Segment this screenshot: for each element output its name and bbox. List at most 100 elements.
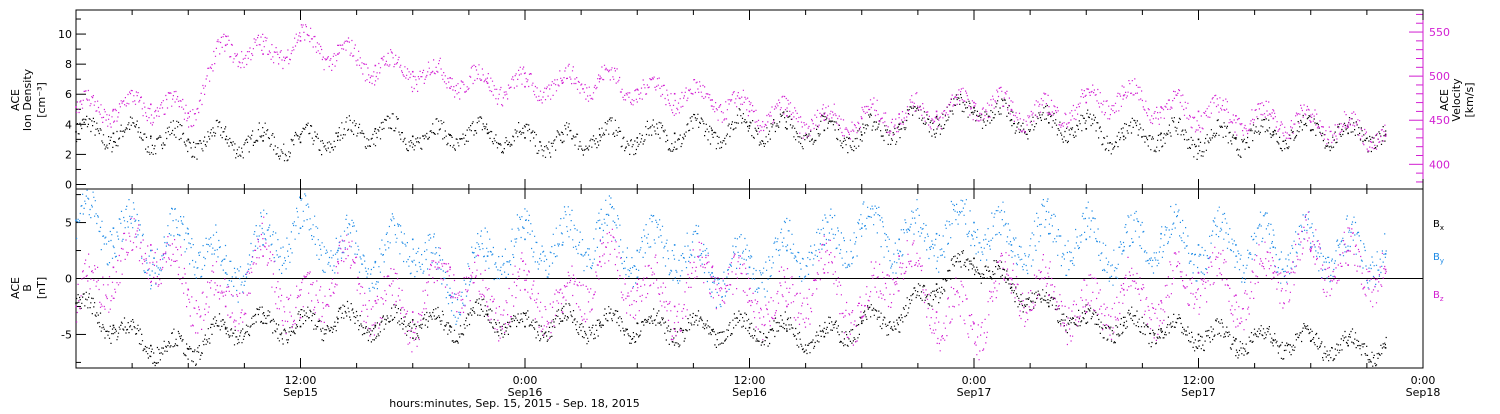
ion-density-series-point: [75, 131, 77, 133]
ion-density-series-point: [748, 125, 751, 127]
ion-density-series: [75, 93, 1387, 162]
bx-series-point: [1384, 347, 1387, 349]
velocity-series-point: [112, 108, 115, 111]
bx-series-point: [823, 335, 826, 338]
by-series-point: [1122, 249, 1125, 252]
by-series-point: [1085, 238, 1088, 241]
by-series-point: [337, 249, 339, 252]
panel1-ytick-label: 2: [65, 148, 72, 161]
velocity-series-point: [75, 106, 77, 108]
velocity-series-point: [224, 44, 227, 47]
ion-density-series-point: [1010, 119, 1013, 121]
bx-series-point: [1085, 322, 1088, 325]
bz-series-point: [1272, 272, 1275, 274]
panel2-ticks: -5 0 5: [61, 194, 86, 363]
by-series-point: [823, 244, 826, 246]
by-series-point: [973, 221, 975, 224]
velocity-series-point: [187, 112, 190, 114]
bx-series-point: [224, 328, 227, 330]
by-series-point: [561, 244, 564, 246]
by-series-point: [486, 255, 489, 257]
by-series-point: [860, 227, 863, 229]
by-series-point: [150, 249, 152, 252]
bx-series-point: [1309, 340, 1312, 342]
velocity-series-point: [1272, 117, 1275, 120]
panel1-ylabel-right-line3: [km/s]: [1463, 82, 1476, 117]
velocity-series-point: [374, 64, 377, 67]
by-series-point: [1384, 253, 1387, 255]
by-series-point: [1272, 246, 1275, 248]
bz-series-samples: [76, 211, 1387, 361]
bz-series-point: [1122, 288, 1125, 291]
ion-density-series-point: [411, 135, 414, 138]
legend-item-Bz: Bz: [1433, 290, 1444, 303]
bz-series-point: [973, 322, 975, 325]
velocity-series-point: [599, 77, 601, 80]
panel2-ytick-label: -5: [61, 328, 72, 341]
bx-series-point: [486, 313, 489, 316]
x-tick-label-day: Sep18: [1406, 386, 1441, 399]
velocity-series-point: [898, 113, 900, 115]
velocity-series-point: [524, 85, 526, 88]
panel2-ylabel-line2: B: [21, 284, 34, 292]
bx-series-point: [150, 344, 152, 347]
panel2-ylabel-line3: [nT]: [35, 277, 48, 299]
bz-series-point: [449, 266, 451, 269]
bx-series-point: [524, 325, 526, 328]
ion-density-series-point: [561, 141, 564, 144]
ion-density-series-point: [486, 132, 489, 135]
ion-density-series-point: [1272, 131, 1275, 133]
bx-series-point: [898, 316, 900, 319]
bz-series-point: [599, 260, 601, 263]
panel2-ylabel-line1: ACE: [9, 277, 22, 299]
velocity-series-point: [1085, 101, 1088, 104]
ion-density-series-point: [1347, 132, 1349, 135]
by-series-point: [1010, 244, 1013, 246]
bz-series-point: [711, 266, 713, 269]
bx-series-point: [1160, 328, 1162, 330]
legend-item-Bx: Bx: [1433, 219, 1444, 232]
velocity-series-point: [1122, 94, 1125, 97]
ion-density-series-point: [262, 140, 264, 142]
by-series: [75, 189, 1387, 325]
bz-series-point: [524, 288, 526, 291]
velocity-series-point: [299, 40, 302, 42]
x-tick-label-day: Sep16: [732, 386, 767, 399]
panel1-ylabel-line3: [cm⁻³]: [35, 82, 48, 118]
by-series-point: [748, 266, 751, 269]
panel1-ytick-label: 0: [65, 178, 72, 191]
bx-series-point: [786, 330, 788, 332]
panel1-frame: [75, 9, 1424, 190]
velocity-series-samples: [76, 24, 1387, 152]
by-series-point: [112, 227, 115, 229]
ion-density-series-point: [1197, 138, 1200, 141]
velocity-series-point: [150, 103, 152, 106]
bz-series-point: [224, 305, 227, 308]
bz-series-point: [262, 255, 264, 257]
ion-density-series-point: [636, 137, 639, 139]
bx-series-point: [935, 283, 938, 285]
bz-series-point: [337, 260, 339, 263]
by-series-point: [673, 244, 676, 246]
bx-series-point: [299, 325, 302, 328]
bx-series-point: [748, 326, 751, 329]
ion-density-series-point: [112, 132, 115, 135]
bx-series-point: [1347, 344, 1349, 347]
by-series-point: [786, 249, 788, 252]
by-series-point: [1347, 249, 1349, 252]
velocity-series-point: [1235, 115, 1237, 117]
by-series-point: [1197, 244, 1200, 246]
velocity-series-point: [1010, 108, 1013, 111]
bz-series-point: [1197, 272, 1200, 274]
x-axis: 12:00Sep150:00Sep1612:00Sep160:00Sep1712…: [75, 10, 1441, 399]
x-tick-label-day: Sep16: [508, 386, 543, 399]
velocity-series-point: [411, 70, 414, 73]
panel-magnetic-field: -5 0 5 ACE B [nT] Bx By Bz: [9, 188, 1444, 369]
panel1-ylabel-right-line2: Velocity: [1450, 78, 1463, 122]
x-tick-label-time: 0:00: [1411, 374, 1436, 387]
bz-series-point: [112, 266, 115, 269]
bz-series: [75, 211, 1387, 361]
velocity-series-point: [1384, 135, 1387, 137]
bz-series-point: [486, 305, 489, 308]
